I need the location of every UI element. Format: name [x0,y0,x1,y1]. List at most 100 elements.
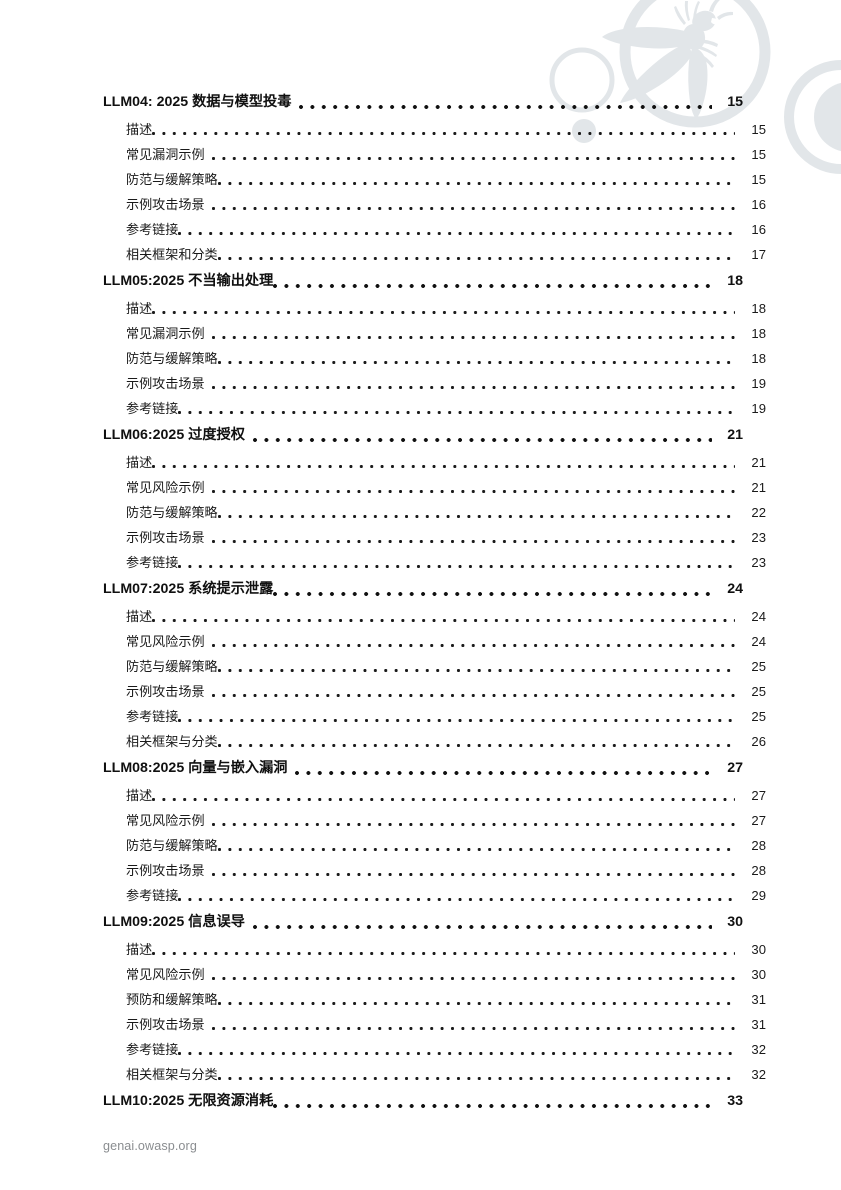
toc-section-row[interactable]: 防范与缓解策略 28 [103,833,766,858]
toc-entry-label: 参考链接 [126,401,179,416]
toc-entry-page-number: 27 [751,788,766,803]
toc-section-row[interactable]: 防范与缓解策略 15 [103,167,766,192]
toc-entry-label: 防范与缓解策略 [126,659,218,674]
toc-section-row[interactable]: 参考链接 19 [103,396,766,421]
toc-section-row[interactable]: 描述 30 [103,937,766,962]
toc-entry-page-number: 17 [751,247,766,262]
toc-entry-page-number: 30 [727,914,743,930]
toc-leader-dots [178,217,735,242]
toc-section-row[interactable]: 参考链接 25 [103,704,766,729]
toc-leader-dots [211,679,735,704]
toc-leader-dots [217,167,735,192]
toc-section-row[interactable]: 示例攻击场景 25 [103,679,766,704]
toc-entry-page-number: 15 [751,147,766,162]
toc-entry-label: 描述 [126,122,153,137]
toc-leader-dots [211,371,735,396]
toc-section-row[interactable]: 参考链接 32 [103,1037,766,1062]
toc-entry-label: 相关框架与分类 [126,1067,218,1082]
toc-entry-page-number: 24 [751,609,766,624]
toc-section-row[interactable]: 示例攻击场景 28 [103,858,766,883]
toc-section-row[interactable]: 参考链接 29 [103,883,766,908]
toc-section-row[interactable]: 常见漏洞示例 18 [103,321,766,346]
toc-entry-page-number: 22 [751,505,766,520]
toc-section-row[interactable]: 预防和缓解策略 31 [103,987,766,1012]
toc-section-row[interactable]: 防范与缓解策略 18 [103,346,766,371]
toc-chapter-row[interactable]: LLM09:2025 信息误导 30 [103,908,743,937]
toc-section-row[interactable]: 常见漏洞示例 15 [103,142,766,167]
toc-chapter-row[interactable]: LLM07:2025 系统提示泄露 24 [103,575,743,604]
toc-chapter-row[interactable]: LLM10:2025 无限资源消耗 33 [103,1087,743,1116]
toc-section-row[interactable]: 防范与缓解策略 25 [103,654,766,679]
toc-leader-dots [178,396,735,421]
toc-entry-label: LLM04: 2025 数据与模型投毒 [103,94,292,110]
toc-chapter-row[interactable]: LLM04: 2025 数据与模型投毒 15 [103,88,743,117]
toc-entry-label: 相关框架和分类 [126,247,218,262]
toc-leader-dots [252,421,712,450]
toc-entry-label: 常见风险示例 [126,967,205,982]
toc-section-row[interactable]: 描述 24 [103,604,766,629]
toc-leader-dots [211,475,735,500]
toc-section-row[interactable]: 防范与缓解策略 22 [103,500,766,525]
table-of-contents: LLM04: 2025 数据与模型投毒 15 描述 15 常见漏洞示例 15 防范与缓解策略… [103,0,766,1116]
toc-section-row[interactable]: 示例攻击场景 19 [103,371,766,396]
toc-leader-dots [152,937,735,962]
toc-list: LLM04: 2025 数据与模型投毒 15 描述 15 常见漏洞示例 15 防范与缓解策略… [103,0,766,1116]
toc-section-row[interactable]: 描述 18 [103,296,766,321]
toc-entry-label: 预防和缓解策略 [126,992,218,1007]
toc-entry-label: 示例攻击场景 [126,197,205,212]
toc-entry-page-number: 18 [751,301,766,316]
toc-entry-page-number: 16 [751,222,766,237]
toc-section-row[interactable]: 相关框架与分类 26 [103,729,766,754]
toc-section-row[interactable]: 常见风险示例 30 [103,962,766,987]
toc-entry-page-number: 30 [751,942,766,957]
toc-entry-page-number: 24 [751,634,766,649]
toc-entry-page-number: 16 [751,197,766,212]
toc-section-row[interactable]: 相关框架与分类 32 [103,1062,766,1087]
toc-section-row[interactable]: 示例攻击场景 23 [103,525,766,550]
toc-leader-dots [211,321,735,346]
toc-entry-page-number: 19 [751,376,766,391]
toc-entry-label: 防范与缓解策略 [126,838,218,853]
toc-entry-page-number: 25 [751,659,766,674]
toc-section-row[interactable]: 常见风险示例 24 [103,629,766,654]
toc-entry-page-number: 32 [751,1042,766,1057]
toc-leader-dots [217,242,735,267]
toc-entry-page-number: 25 [751,709,766,724]
toc-leader-dots [273,575,712,604]
toc-chapter-row[interactable]: LLM06:2025 过度授权 21 [103,421,743,450]
toc-section-row[interactable]: 相关框架和分类 17 [103,242,766,267]
toc-section-row[interactable]: 参考链接 16 [103,217,766,242]
toc-leader-dots [178,550,735,575]
toc-chapter-row[interactable]: LLM05:2025 不当输出处理 18 [103,267,743,296]
toc-section-row[interactable]: 示例攻击场景 16 [103,192,766,217]
toc-leader-dots [152,604,735,629]
toc-entry-page-number: 31 [751,1017,766,1032]
toc-leader-dots [211,1012,735,1037]
toc-entry-label: 防范与缓解策略 [126,505,218,520]
toc-section-row[interactable]: 常见风险示例 21 [103,475,766,500]
toc-section-row[interactable]: 描述 27 [103,783,766,808]
toc-section-row[interactable]: 描述 15 [103,117,766,142]
toc-entry-page-number: 26 [751,734,766,749]
toc-entry-label: 示例攻击场景 [126,863,205,878]
toc-entry-label: LLM10:2025 无限资源消耗 [103,1093,274,1109]
toc-section-row[interactable]: 描述 21 [103,450,766,475]
toc-entry-label: 防范与缓解策略 [126,172,218,187]
toc-leader-dots [252,908,712,937]
toc-section-row[interactable]: 常见风险示例 27 [103,808,766,833]
toc-section-row[interactable]: 参考链接 23 [103,550,766,575]
toc-leader-dots [211,629,735,654]
toc-leader-dots [211,858,735,883]
toc-entry-page-number: 15 [751,122,766,137]
toc-entry-page-number: 18 [727,273,743,289]
toc-entry-page-number: 23 [751,530,766,545]
toc-entry-label: 示例攻击场景 [126,530,205,545]
toc-chapter-row[interactable]: LLM08:2025 向量与嵌入漏洞 27 [103,754,743,783]
toc-entry-label: 参考链接 [126,709,179,724]
toc-entry-page-number: 32 [751,1067,766,1082]
toc-leader-dots [152,117,735,142]
toc-entry-page-number: 31 [751,992,766,1007]
toc-section-row[interactable]: 示例攻击场景 31 [103,1012,766,1037]
toc-entry-page-number: 18 [751,351,766,366]
toc-entry-label: 示例攻击场景 [126,684,205,699]
